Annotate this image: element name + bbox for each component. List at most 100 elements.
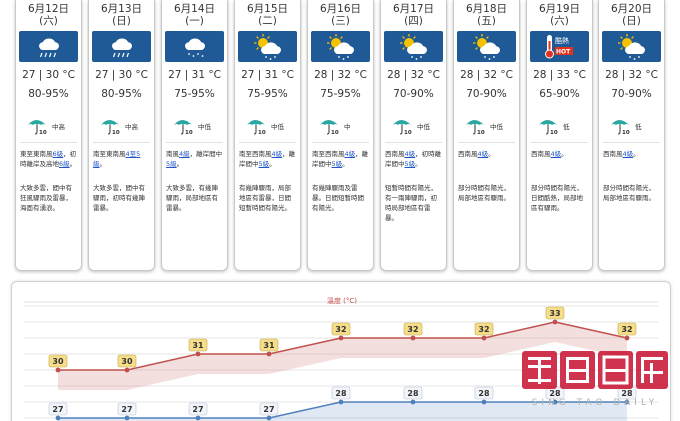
- data-label: 28: [335, 389, 347, 398]
- wind-force-link[interactable]: 5級: [166, 160, 177, 168]
- wind-forecast: 南風4級，離岸間中 5級。: [166, 149, 224, 169]
- temperature-chart: 溫度 (°C) 30 30 31 31 32 32 32 33 32 27 27 27 27 28 28 28 2…: [11, 281, 671, 421]
- humidity-range: 70-90%: [393, 88, 434, 100]
- wind-text: 西南風: [603, 150, 623, 158]
- temperature-range: 28 | 32 °C: [387, 69, 440, 81]
- svg-text:10: 10: [331, 130, 339, 135]
- data-point: [552, 319, 558, 325]
- forecast-card: 6月18日 (五) 28 | 32 °C 70-90% 10 中低 西南風4級。 部分時間有陽…: [453, 0, 520, 271]
- data-label: 27: [263, 405, 274, 414]
- wind-force-link[interactable]: 4級: [622, 150, 634, 158]
- data-label: 27: [121, 405, 132, 414]
- data-label: 28: [478, 389, 490, 398]
- wind-force-link[interactable]: 5級: [258, 160, 270, 168]
- forecast-card: 6月15日 (二) 27 | 31 °C 75-95% 10 中低 南至西南風4級，離岸間中…: [234, 0, 301, 271]
- rain-probability: 10 中高: [89, 116, 154, 136]
- divider: [93, 142, 150, 143]
- rain-cloud-icon: [92, 31, 151, 62]
- sing-tao-logo: SING TAO DAILY: [522, 351, 668, 408]
- wind-force-link[interactable]: 6級: [59, 160, 70, 168]
- wind-text: 南至東南風: [93, 150, 126, 158]
- data-point: [481, 399, 487, 405]
- forecast-card: 6月12日 (六) 27 | 30 °C 80-95% 10 中高 東至東南風6級，初時離岸…: [15, 0, 82, 271]
- wind-text: 西南風: [385, 150, 405, 158]
- divider: [20, 142, 77, 143]
- humidity-range: 75-95%: [247, 88, 288, 100]
- data-point: [624, 399, 630, 405]
- sun-rain-cloud-icon: [602, 31, 661, 62]
- forecast-weekday: (日): [112, 15, 131, 27]
- rain-probability-label: 中低: [417, 123, 430, 131]
- data-label-box: [48, 402, 68, 416]
- temperature-range: 27 | 30 °C: [95, 69, 148, 81]
- forecast-card: 6月13日 (日) 27 | 30 °C 80-95% 10 中高 南至東南風4至5級。 大致…: [88, 0, 155, 271]
- data-point: [481, 335, 487, 341]
- wind-force-link[interactable]: 5級: [331, 160, 343, 168]
- weather-description: 大致多雲，間中有驟雨，初時有幾陣雷暴。: [93, 184, 145, 212]
- temperature-range: 27 | 31 °C: [168, 69, 221, 81]
- rain-probability-label: 中低: [271, 123, 284, 131]
- data-point: [55, 367, 61, 373]
- humidity-range: 75-95%: [320, 88, 361, 100]
- rain-probability-label: 中低: [490, 123, 503, 131]
- data-point: [266, 351, 272, 357]
- wind-force-link[interactable]: 4級: [271, 150, 283, 158]
- wind-force-link[interactable]: 5級: [404, 160, 416, 168]
- wind-text: ，離岸間中: [312, 150, 369, 168]
- wind-force-link[interactable]: 4級: [550, 150, 562, 158]
- series-band-1: [58, 402, 627, 421]
- data-point: [624, 335, 630, 341]
- data-point: [124, 367, 130, 373]
- wind-force-link[interactable]: 4至5級: [93, 150, 141, 168]
- data-label: 33: [549, 309, 560, 318]
- wind-text: 。: [269, 160, 276, 168]
- forecast-date: 6月20日: [610, 3, 653, 15]
- data-label: 27: [52, 405, 63, 414]
- rain-probability-label: 中: [344, 123, 351, 131]
- wind-force-link[interactable]: 6級: [52, 150, 64, 158]
- temperature-range: 28 | 32 °C: [314, 69, 367, 81]
- humidity-range: 80-95%: [101, 88, 142, 100]
- forecast-card: 6月17日 (四) 28 | 32 °C 70-90% 10 中低 西南風4級，初時離岸間中…: [380, 0, 447, 271]
- wind-force-link[interactable]: 4級: [404, 150, 416, 158]
- data-label-box: [48, 354, 68, 368]
- forecast-card: 6月16日 (三) 28 | 32 °C 75-95% 10 中南至西南風4級，離岸間中5…: [307, 0, 374, 271]
- rain-probability-label: 低: [635, 123, 642, 131]
- wind-text: 。: [69, 160, 77, 168]
- weather-description: 大致多雲，有幾陣驟雨，局部地區有雷暴。: [166, 184, 218, 212]
- shower-cloud-icon: [165, 31, 224, 62]
- forecast-card: 6月19日 (六) 酷熱 HOT 28 | 33 °C 65-90% 10 低西南風4級。 部分…: [526, 0, 593, 271]
- svg-text:10: 10: [404, 130, 412, 135]
- forecast-weekday: (三): [331, 15, 350, 27]
- data-label: 28: [621, 389, 633, 398]
- temperature-range: 28 | 32 °C: [460, 69, 513, 81]
- data-label: 32: [478, 325, 489, 334]
- temperature-range: 27 | 31 °C: [241, 69, 294, 81]
- data-label-box: [188, 402, 208, 416]
- wind-forecast: 東至東南風6級，初時離岸及高地6級。: [20, 149, 78, 169]
- wind-text: 西南風: [458, 150, 478, 158]
- data-label-box: [188, 338, 208, 352]
- forecast-card: 6月20日 (日) 28 | 32 °C 70-90% 10 低西南風4級。 部分時間有陽光…: [598, 0, 665, 271]
- wind-text: ，初時離岸間中: [385, 150, 442, 168]
- data-point: [266, 415, 272, 421]
- wind-text: 南風: [166, 150, 179, 158]
- wind-force-link[interactable]: 4級: [344, 150, 356, 158]
- data-point: [338, 335, 344, 341]
- temperature-range: 27 | 30 °C: [22, 69, 75, 81]
- weather-description: 有幾陣驟雨，局部地區有雷暴，日間短暫時間有陽光。: [239, 184, 291, 212]
- wind-force-link[interactable]: 4級: [477, 150, 489, 158]
- wind-force-link[interactable]: 4級: [179, 150, 190, 158]
- wind-text: ，初時離岸及高地: [20, 150, 77, 168]
- data-label: 30: [121, 357, 133, 366]
- forecast-cards: 6月12日 (六) 27 | 30 °C 80-95% 10 中高 東至東南風6級，初時離岸…: [11, 0, 671, 271]
- wind-text: 南至西南風: [312, 150, 345, 158]
- forecast-date: 6月13日: [100, 3, 143, 15]
- temperature-range: 28 | 32 °C: [605, 69, 658, 81]
- humidity-range: 75-95%: [174, 88, 215, 100]
- wind-text: 。: [488, 150, 495, 158]
- forecast-weekday: (四): [404, 15, 423, 27]
- svg-text:10: 10: [185, 130, 193, 135]
- wind-text: ，離岸間中: [239, 150, 296, 168]
- logo-subtitle: SING TAO DAILY: [532, 398, 659, 408]
